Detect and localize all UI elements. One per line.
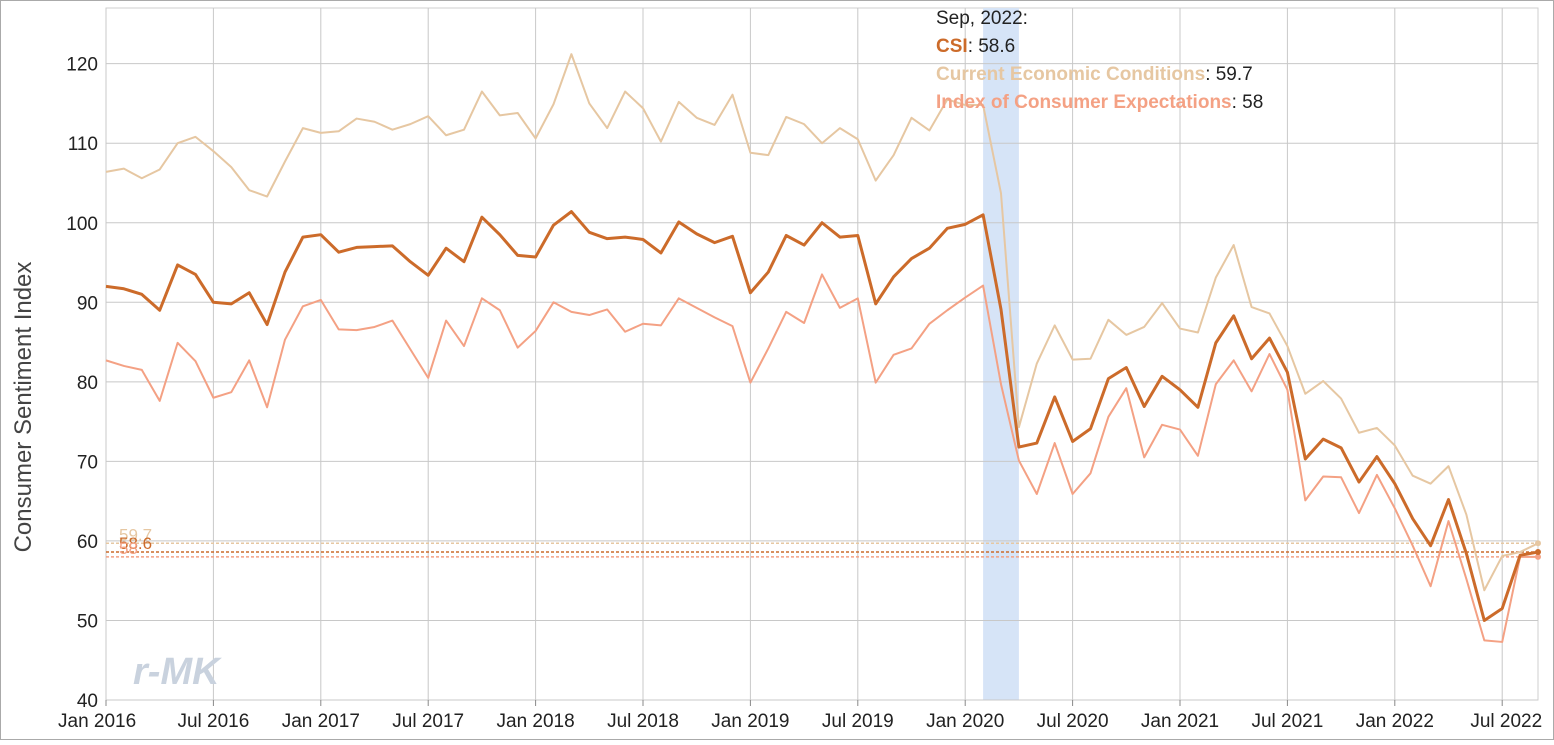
reference-line-label: 59.7 <box>119 525 152 544</box>
tooltip-row: Index of Consumer Expectations: 58 <box>936 92 1263 113</box>
y-tick-label: 60 <box>77 532 98 553</box>
series-line-csi <box>105 210 1539 622</box>
x-tick-label: Jul 2020 <box>1037 711 1109 732</box>
x-tick-label: Jul 2016 <box>177 711 249 732</box>
x-tick-label: Jul 2022 <box>1470 711 1542 732</box>
tooltip-date: Sep, 2022: <box>936 8 1028 29</box>
hover-tooltip: Sep, 2022: CSI: 58.6 Current Economic Con… <box>936 8 1263 113</box>
series-end-point <box>1535 553 1541 560</box>
x-tick-label: Jul 2019 <box>822 711 894 732</box>
reference-line-label: 58 <box>119 539 138 558</box>
tooltip-series-value: : 58 <box>1232 92 1264 113</box>
tooltip-series-name: Current Economic Conditions <box>936 64 1205 85</box>
x-tick-label: Jan 2022 <box>1356 711 1434 732</box>
y-tick-label: 40 <box>77 691 98 712</box>
y-tick-label: 110 <box>68 134 98 155</box>
series-end-point <box>1535 540 1541 547</box>
tooltip-series-value: : 59.7 <box>1205 64 1253 85</box>
reference-line-label: 58.6 <box>119 534 152 553</box>
y-tick-label: 50 <box>77 611 98 632</box>
tooltip-row: Current Economic Conditions: 59.7 <box>936 64 1253 85</box>
tooltip-series-name: Index of Consumer Expectations <box>936 92 1232 113</box>
x-tick-label: Jul 2017 <box>392 711 464 732</box>
watermark: r-MK <box>133 651 222 693</box>
tooltip-series-value: : 58.6 <box>968 36 1016 57</box>
y-tick-label: 80 <box>77 373 98 394</box>
tooltip-series-name: CSI <box>936 36 968 57</box>
tooltip-row: CSI: 58.6 <box>936 36 1015 57</box>
x-tick-label: Jan 2017 <box>282 711 360 732</box>
y-axis-label: Consumer Sentiment Index <box>10 262 37 553</box>
y-tick-label: 70 <box>77 452 98 473</box>
x-tick-label: Jan 2021 <box>1141 711 1219 732</box>
x-tick-label: Jan 2016 <box>58 711 136 732</box>
x-tick-label: Jan 2019 <box>711 711 789 732</box>
x-tick-label: Jan 2020 <box>926 711 1004 732</box>
series-line-current-economic-conditions <box>105 53 1539 592</box>
y-tick-label: 100 <box>66 214 98 235</box>
y-tick-label: 120 <box>66 55 98 76</box>
series-end-point <box>1535 549 1541 556</box>
x-tick-label: Jul 2021 <box>1251 711 1323 732</box>
y-tick-label: 90 <box>77 293 98 314</box>
series-line-index-of-consumer-expectations <box>105 273 1538 643</box>
x-tick-label: Jul 2018 <box>607 711 679 732</box>
x-tick-label: Jan 2018 <box>497 711 575 732</box>
